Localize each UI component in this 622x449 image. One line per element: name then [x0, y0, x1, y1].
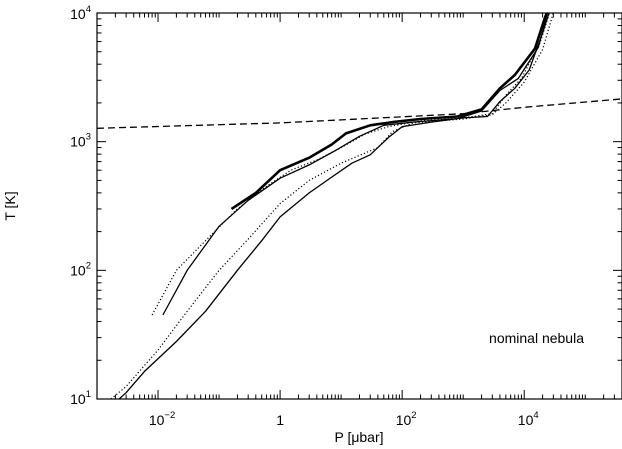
- x-tick-label: 104: [518, 410, 539, 428]
- series-line-2-thick-solid: [230, 12, 549, 210]
- curves-layer: [96, 12, 622, 400]
- y-axis-label: T [K]: [2, 191, 18, 220]
- series-line-4-solid: [118, 12, 550, 400]
- x-tick-label: 1: [276, 412, 284, 428]
- x-tick-label: 102: [396, 410, 417, 428]
- y-tick-label: 104: [70, 4, 91, 22]
- series-line-1-dashed: [96, 98, 622, 129]
- ticks-layer: [96, 12, 622, 400]
- series-line-3-solid: [162, 12, 549, 316]
- y-tick-label: 101: [70, 389, 91, 407]
- x-axis-label: P [μbar]: [334, 429, 383, 445]
- y-tick-label: 103: [70, 132, 91, 150]
- y-tick-label: 102: [70, 260, 91, 278]
- annotation-nominal-nebula: nominal nebula: [489, 330, 584, 346]
- tick-labels-layer: 10−2 1 102 104 101 102 103 104: [70, 4, 539, 428]
- x-tick-label: 10−2: [149, 410, 175, 428]
- series-line-6-dotted: [151, 12, 551, 316]
